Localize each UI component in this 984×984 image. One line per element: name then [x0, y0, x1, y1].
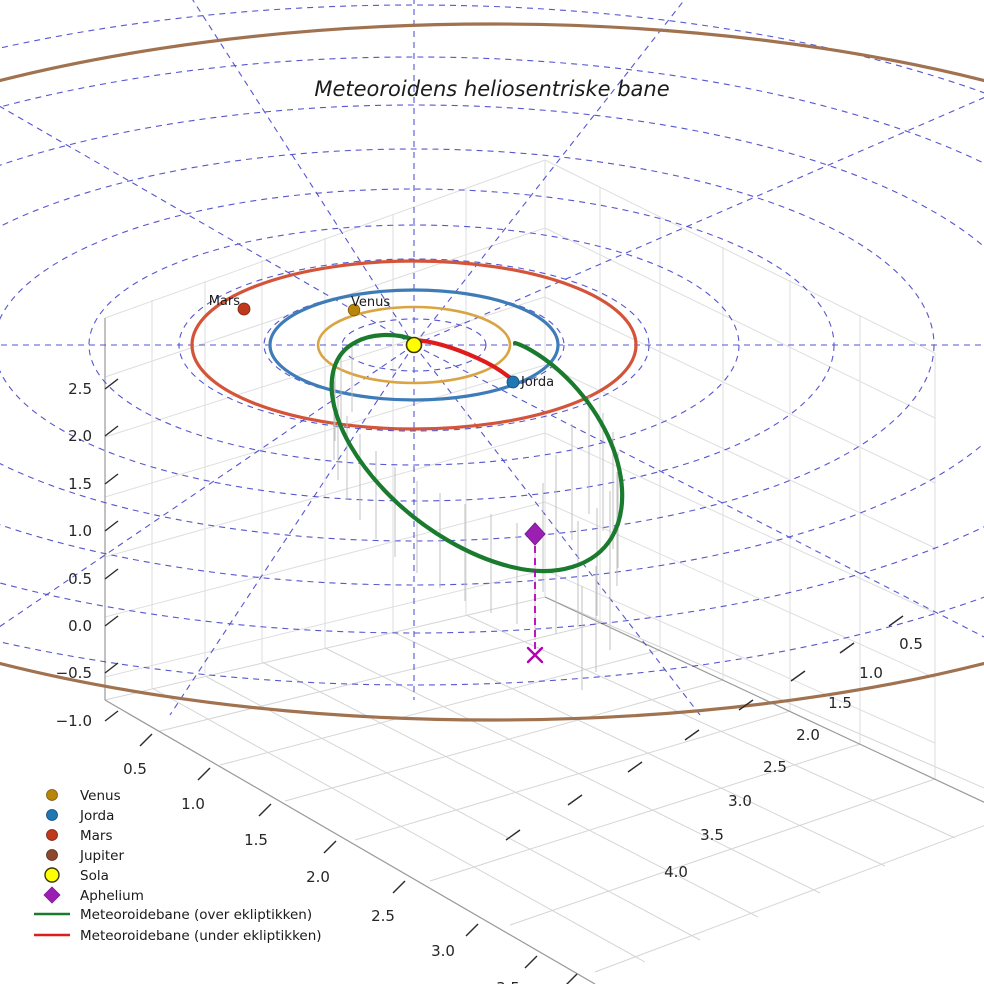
x-tick-label-2: 1.5	[244, 831, 268, 849]
legend-item-orbit-under[interactable]: Meteoroidebane (under ekliptikken)	[34, 928, 322, 944]
body-label-jorda: Jorda	[520, 375, 554, 390]
orbit-ring-jupiter	[0, 22, 984, 722]
legend-label-sola: Sola	[80, 868, 109, 884]
y-tick-marks	[505, 615, 904, 841]
orbit-ring-mars	[190, 259, 638, 431]
legend-item-jupiter[interactable]: Jupiter	[46, 848, 125, 864]
legend-item-aphelium[interactable]: Aphelium	[43, 886, 144, 904]
body-marker-jorda[interactable]	[506, 375, 520, 389]
legend-item-jorda[interactable]: Jorda	[46, 808, 115, 824]
page-title: Meteoroidens heliosentriske bane	[314, 77, 669, 101]
z-tick-label-3: 1.0	[68, 522, 92, 540]
x-tick-label-3: 2.0	[306, 868, 330, 886]
legend-marker-venus-icon	[46, 789, 58, 801]
legend-item-venus[interactable]: Venus	[46, 788, 121, 804]
legend-item-mars[interactable]: Mars	[46, 828, 113, 844]
legend-label-aphelium: Aphelium	[80, 888, 144, 904]
y-tick-label-5: 3.0	[728, 792, 752, 810]
z-tick-label-1: 2.0	[68, 427, 92, 445]
z-tick-label-4: 0.5	[68, 570, 92, 588]
z-tick-label-2: 1.5	[68, 475, 92, 493]
legend-label-orbit-over: Meteoroidebane (over ekliptikken)	[80, 907, 312, 923]
y-tick-label-2: 1.5	[828, 694, 852, 712]
x-tick-label-1: 1.0	[181, 795, 205, 813]
meteoroid-orbit-over-ecliptic	[329, 332, 625, 574]
aphelion-ground-x-icon	[526, 646, 544, 664]
x-tick-label-5: 3.0	[431, 942, 455, 960]
body-label-mars: Mars	[209, 294, 241, 309]
y-tick-label-6: 3.5	[700, 826, 724, 844]
legend-marker-mars-icon	[46, 829, 58, 841]
z-tick-marks	[104, 378, 119, 722]
legend-label-mars: Mars	[80, 828, 113, 844]
x-tick-label-0: 0.5	[123, 760, 147, 778]
legend-marker-jorda-icon	[46, 809, 58, 821]
x-tick-marks	[139, 733, 578, 984]
x-tick-label-4: 2.5	[371, 907, 395, 925]
aphelion-diamond-icon[interactable]	[524, 522, 546, 546]
z-tick-label-5: 0.0	[68, 617, 92, 635]
y-tick-label-0: 0.5	[899, 635, 923, 653]
legend-item-orbit-over[interactable]: Meteoroidebane (over ekliptikken)	[34, 907, 312, 923]
x-tick-label-6: 3.5	[496, 979, 520, 984]
pane-grid-bottom	[104, 596, 984, 984]
body-marker-mars[interactable]	[237, 302, 251, 316]
legend-marker-jupiter-icon	[46, 849, 58, 861]
legend-label-orbit-under: Meteoroidebane (under ekliptikken)	[80, 928, 322, 944]
meteoroid-orbit-under-ecliptic	[411, 337, 518, 385]
legend-label-jorda: Jorda	[79, 808, 114, 824]
legend-label-venus: Venus	[80, 788, 121, 804]
y-tick-label-4: 2.5	[763, 758, 787, 776]
legend-marker-sola-icon	[44, 867, 60, 883]
y-tick-label-1: 1.0	[859, 664, 883, 682]
legend-label-jupiter: Jupiter	[79, 848, 124, 864]
y-tick-label-7: 4.0	[664, 863, 688, 881]
z-tick-label-6: −0.5	[56, 664, 92, 682]
legend-item-sola[interactable]: Sola	[44, 867, 109, 884]
body-label-venus: Venus	[351, 295, 390, 310]
z-tick-label-7: −1.0	[56, 712, 92, 730]
orbit-ring-jorda	[268, 288, 560, 402]
legend-marker-aphelium-icon	[43, 886, 61, 904]
body-marker-venus[interactable]	[347, 303, 361, 317]
z-tick-label-0: 2.5	[68, 380, 92, 398]
orbit-ring-venus	[316, 305, 512, 385]
body-marker-sola[interactable]	[405, 336, 423, 354]
y-tick-label-3: 2.0	[796, 726, 820, 744]
